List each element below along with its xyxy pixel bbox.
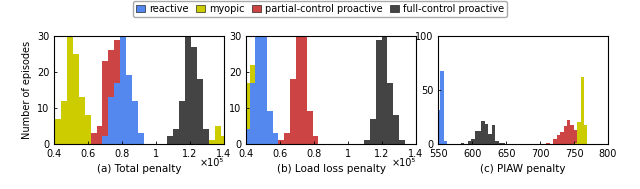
Bar [73,54,79,144]
Bar [560,132,564,144]
Bar [574,143,577,144]
Bar [215,126,221,144]
Bar [173,129,179,144]
Bar [115,40,120,144]
Bar [381,11,387,144]
Y-axis label: Number of episodes: Number of episodes [22,41,31,139]
Bar [290,79,296,144]
Bar [499,143,502,144]
Bar [301,25,307,144]
Bar [284,133,290,144]
Bar [364,140,370,144]
Bar [475,131,478,144]
Bar [238,140,244,144]
Bar [115,83,120,144]
Bar [221,140,227,144]
X-axis label: (a) Total penalty: (a) Total penalty [97,164,182,174]
Bar [488,134,492,144]
Bar [387,83,393,144]
Bar [570,125,574,144]
Bar [580,77,584,144]
Bar [478,131,481,144]
Bar [126,75,132,144]
Bar [553,139,557,144]
Bar [574,130,577,144]
Bar [313,136,319,144]
Bar [278,140,284,144]
Bar [191,47,197,144]
Bar [227,115,232,144]
Text: ×10⁵: ×10⁵ [392,158,416,168]
Bar [126,122,132,144]
Bar [108,97,115,144]
Bar [91,133,97,144]
Bar [296,22,301,144]
Bar [444,142,447,144]
Bar [55,119,61,144]
Bar [564,126,567,144]
Bar [79,97,84,144]
Bar [108,50,115,144]
Bar [97,126,102,144]
Bar [461,143,465,144]
Bar [437,110,440,144]
Bar [468,142,471,144]
Bar [267,111,273,144]
Bar [244,129,250,144]
Bar [203,129,209,144]
Bar [273,140,278,144]
Bar [584,125,588,144]
Bar [120,22,126,144]
Bar [67,32,73,144]
Bar [393,115,399,144]
X-axis label: (c) PIAW penalty: (c) PIAW penalty [481,164,566,174]
Bar [502,143,506,144]
Bar [580,142,584,144]
Bar [179,101,185,144]
Bar [557,135,560,144]
Bar [102,136,108,144]
Bar [244,83,250,144]
Bar [255,18,261,144]
Bar [481,121,485,144]
Bar [197,79,203,144]
Bar [61,101,67,144]
Bar [209,140,215,144]
Bar [577,122,580,144]
X-axis label: (b) Load loss penalty: (b) Load loss penalty [276,164,386,174]
Bar [399,140,404,144]
Bar [250,65,255,144]
Bar [221,136,227,144]
Bar [278,140,284,144]
Bar [471,139,475,144]
Text: ×10⁵: ×10⁵ [200,158,224,168]
Bar [209,140,215,144]
Bar [250,83,255,144]
Bar [567,120,570,144]
Bar [185,29,191,144]
Bar [370,119,376,144]
Bar [261,32,267,144]
Bar [120,115,126,144]
Bar [492,125,495,144]
Bar [102,61,108,144]
Legend: reactive, myopic, partial-control proactive, full-control proactive: reactive, myopic, partial-control proact… [132,1,508,17]
Bar [547,143,550,144]
Bar [376,40,381,144]
Bar [307,111,313,144]
Bar [132,101,138,144]
Bar [138,133,144,144]
Bar [577,137,580,144]
Bar [232,111,238,144]
Bar [255,79,261,144]
Bar [238,86,244,144]
Bar [485,124,488,144]
Bar [49,133,55,144]
Bar [261,119,267,144]
Bar [168,136,173,144]
Bar [495,142,499,144]
Bar [84,115,91,144]
Bar [440,71,444,144]
Bar [273,133,278,144]
